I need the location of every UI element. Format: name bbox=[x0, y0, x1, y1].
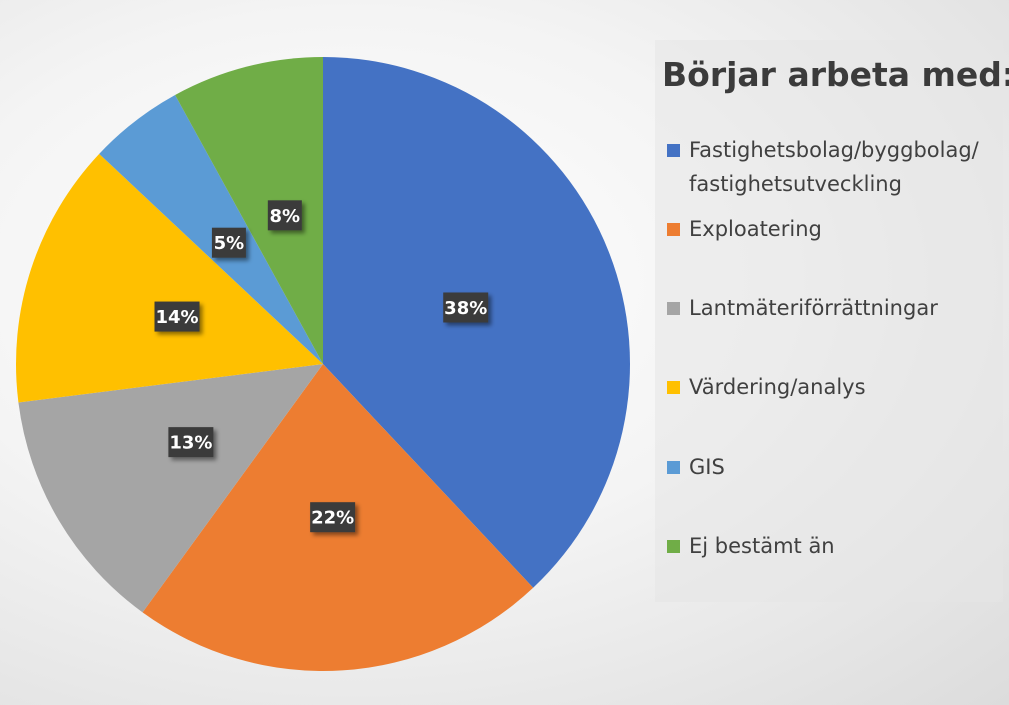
legend-item-ej-bestamt: Ej bestämt än bbox=[667, 529, 1007, 563]
legend-label: Ej bestämt än bbox=[689, 534, 835, 558]
data-label-ej-bestamt: 8% bbox=[267, 200, 302, 231]
legend-label: Fastighetsbolag/byggbolag/ bbox=[689, 138, 979, 162]
svg-text:14%: 14% bbox=[155, 307, 198, 328]
legend-label-line2: fastighetsutveckling bbox=[689, 172, 902, 196]
legend-item-fastighetsbolag: Fastighetsbolag/byggbolag/ fastighetsutv… bbox=[667, 133, 1007, 201]
legend-box bbox=[655, 40, 1003, 602]
pie-slice-ej-bestamt bbox=[175, 57, 323, 364]
pie-slice-gis bbox=[99, 94, 323, 364]
chart-title: Börjar arbeta med: bbox=[662, 55, 1009, 94]
data-label-exploatering: 22% bbox=[310, 502, 356, 533]
pie-slice-vardering bbox=[15, 153, 323, 403]
data-label-vardering: 14% bbox=[154, 301, 200, 332]
data-label-fastighetsbolag: 38% bbox=[443, 292, 489, 323]
legend-item-exploatering: Exploatering bbox=[667, 212, 1007, 246]
legend-swatch bbox=[667, 144, 680, 157]
data-label-lantmateri: 13% bbox=[168, 427, 214, 458]
legend-swatch bbox=[667, 302, 680, 315]
legend-item-gis: GIS bbox=[667, 450, 1007, 484]
legend-item-vardering: Värdering/analys bbox=[667, 370, 1007, 404]
legend-label: GIS bbox=[689, 455, 725, 479]
data-label-gis: 5% bbox=[211, 227, 246, 258]
svg-text:22%: 22% bbox=[311, 508, 354, 529]
legend-label: Värdering/analys bbox=[689, 375, 866, 399]
svg-text:38%: 38% bbox=[444, 298, 487, 319]
svg-text:13%: 13% bbox=[169, 433, 212, 454]
legend-swatch bbox=[667, 461, 680, 474]
legend-swatch bbox=[667, 223, 680, 236]
svg-text:8%: 8% bbox=[270, 206, 301, 227]
legend-item-lantmateri: Lantmäteriförrättningar bbox=[667, 291, 1007, 325]
legend-swatch bbox=[667, 540, 680, 553]
legend-swatch bbox=[667, 381, 680, 394]
svg-text:5%: 5% bbox=[214, 233, 245, 254]
legend-label: Lantmäteriförrättningar bbox=[689, 296, 938, 320]
pie-slice-lantmateri bbox=[18, 364, 324, 613]
legend-label: Exploatering bbox=[689, 217, 822, 241]
